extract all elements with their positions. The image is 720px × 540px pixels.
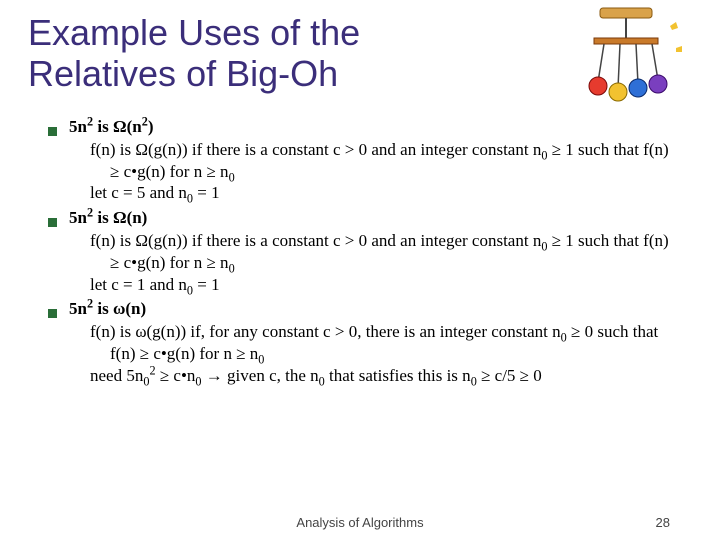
item-heading: 5n2 is Ω(n) (69, 208, 147, 228)
clipart-image (566, 4, 686, 124)
item-let: let c = 1 and n0 = 1 (90, 274, 682, 296)
item-let: need 5n02 ≥ c•n0 → given c, the n0 that … (90, 365, 682, 387)
item-definition: f(n) is Ω(g(n)) if there is a constant c… (90, 230, 682, 274)
content-area: 5n2 is Ω(n2)f(n) is Ω(g(n)) if there is … (28, 117, 692, 387)
item-heading: 5n2 is Ω(n2) (69, 117, 153, 137)
list-item: 5n2 is Ω(n)f(n) is Ω(g(n)) if there is a… (48, 208, 692, 295)
list-item: 5n2 is ω(n)f(n) is ω(g(n)) if, for any c… (48, 299, 692, 386)
page-number: 28 (656, 515, 670, 530)
bullet-icon (48, 309, 57, 318)
page-title: Example Uses of the Relatives of Big-Oh (28, 12, 508, 95)
bullet-icon (48, 218, 57, 227)
item-definition: f(n) is ω(g(n)) if, for any constant c >… (90, 321, 682, 365)
bullet-icon (48, 127, 57, 136)
item-let: let c = 5 and n0 = 1 (90, 182, 682, 204)
footer-text: Analysis of Algorithms (0, 515, 720, 530)
list-item: 5n2 is Ω(n2)f(n) is Ω(g(n)) if there is … (48, 117, 692, 204)
item-definition: f(n) is Ω(g(n)) if there is a constant c… (90, 139, 682, 183)
item-heading: 5n2 is ω(n) (69, 299, 146, 319)
